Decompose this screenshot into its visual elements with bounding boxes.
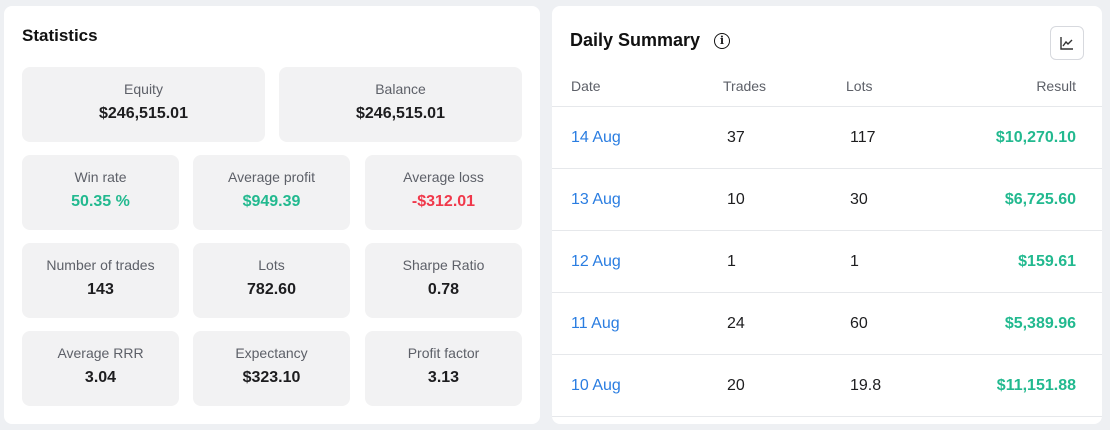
number-of-trades-card: Number of trades 143 bbox=[22, 243, 179, 318]
line-chart-icon bbox=[1060, 37, 1073, 50]
row-date[interactable]: 12 Aug bbox=[571, 253, 621, 270]
chart-toggle-button[interactable] bbox=[1050, 26, 1084, 60]
row-trades: 20 bbox=[727, 377, 745, 394]
average-loss-label: Average loss bbox=[403, 169, 484, 185]
row-date[interactable]: 14 Aug bbox=[571, 129, 621, 146]
lots-card: Lots 782.60 bbox=[193, 243, 350, 318]
average-rrr-value: 3.04 bbox=[84, 369, 117, 386]
average-rrr-card: Average RRR 3.04 bbox=[22, 331, 179, 406]
row-trades: 10 bbox=[727, 191, 745, 208]
win-rate-value: 50.35 % bbox=[71, 193, 130, 210]
table-row[interactable]: 13 Aug 10 30 $6,725.60 bbox=[552, 168, 1102, 231]
header-lots[interactable]: Lots bbox=[846, 78, 873, 94]
row-date[interactable]: 13 Aug bbox=[571, 191, 621, 208]
daily-summary-panel: Daily Summary i Date Trades Lots Result … bbox=[552, 6, 1102, 424]
profit-factor-label: Profit factor bbox=[407, 345, 480, 361]
header-date[interactable]: Date bbox=[571, 78, 601, 94]
row-lots: 30 bbox=[850, 191, 868, 208]
table-row[interactable]: 11 Aug 24 60 $5,389.96 bbox=[552, 292, 1102, 355]
row-trades: 37 bbox=[727, 129, 745, 146]
win-rate-label: Win rate bbox=[74, 169, 127, 185]
expectancy-label: Expectancy bbox=[235, 345, 308, 361]
row-trades: 24 bbox=[727, 315, 745, 332]
expectancy-value: $323.10 bbox=[242, 369, 301, 386]
row-result: $6,725.60 bbox=[1004, 191, 1076, 208]
statistics-panel: Statistics Equity $246,515.01 Balance $2… bbox=[4, 6, 540, 424]
average-loss-card: Average loss -$312.01 bbox=[365, 155, 522, 230]
expectancy-card: Expectancy $323.10 bbox=[193, 331, 350, 406]
balance-card: Balance $246,515.01 bbox=[279, 67, 522, 142]
row-trades: 1 bbox=[727, 253, 736, 270]
equity-label: Equity bbox=[124, 81, 163, 97]
equity-card: Equity $246,515.01 bbox=[22, 67, 265, 142]
info-circle-icon[interactable]: i bbox=[714, 33, 730, 49]
row-result: $10,270.10 bbox=[995, 129, 1076, 146]
row-lots: 117 bbox=[850, 129, 876, 146]
lots-value: 782.60 bbox=[247, 281, 296, 298]
number-of-trades-label: Number of trades bbox=[46, 257, 155, 273]
row-date[interactable]: 10 Aug bbox=[571, 377, 621, 394]
average-rrr-label: Average RRR bbox=[57, 345, 144, 361]
row-lots: 19.8 bbox=[850, 377, 882, 394]
lots-label: Lots bbox=[258, 257, 285, 273]
row-result: $159.61 bbox=[1018, 253, 1076, 270]
daily-summary-title: Daily Summary bbox=[570, 30, 701, 50]
table-row-partial bbox=[552, 416, 1102, 424]
average-profit-card: Average profit $949.39 bbox=[193, 155, 350, 230]
table-row[interactable]: 12 Aug 1 1 $159.61 bbox=[552, 230, 1102, 293]
header-trades[interactable]: Trades bbox=[723, 78, 767, 94]
profit-factor-value: 3.13 bbox=[427, 369, 460, 386]
row-result: $11,151.88 bbox=[996, 377, 1076, 394]
profit-factor-card: Profit factor 3.13 bbox=[365, 331, 522, 406]
row-date[interactable]: 11 Aug bbox=[571, 315, 620, 332]
row-lots: 60 bbox=[850, 315, 868, 332]
table-row[interactable]: 14 Aug 37 117 $10,270.10 bbox=[552, 106, 1102, 169]
number-of-trades-value: 143 bbox=[87, 281, 114, 298]
average-profit-value: $949.39 bbox=[242, 193, 301, 210]
sharpe-ratio-value: 0.78 bbox=[427, 281, 460, 298]
equity-value: $246,515.01 bbox=[99, 105, 188, 122]
average-profit-label: Average profit bbox=[228, 169, 315, 185]
table-row[interactable]: 10 Aug 20 19.8 $11,151.88 bbox=[552, 354, 1102, 417]
row-lots: 1 bbox=[850, 253, 859, 270]
balance-label: Balance bbox=[375, 81, 426, 97]
balance-value: $246,515.01 bbox=[356, 105, 445, 122]
average-loss-value: -$312.01 bbox=[411, 193, 476, 210]
row-result: $5,389.96 bbox=[1004, 315, 1076, 332]
win-rate-card: Win rate 50.35 % bbox=[22, 155, 179, 230]
sharpe-ratio-card: Sharpe Ratio 0.78 bbox=[365, 243, 522, 318]
header-result[interactable]: Result bbox=[1036, 78, 1076, 94]
statistics-title: Statistics bbox=[22, 26, 98, 45]
sharpe-ratio-label: Sharpe Ratio bbox=[402, 257, 485, 273]
